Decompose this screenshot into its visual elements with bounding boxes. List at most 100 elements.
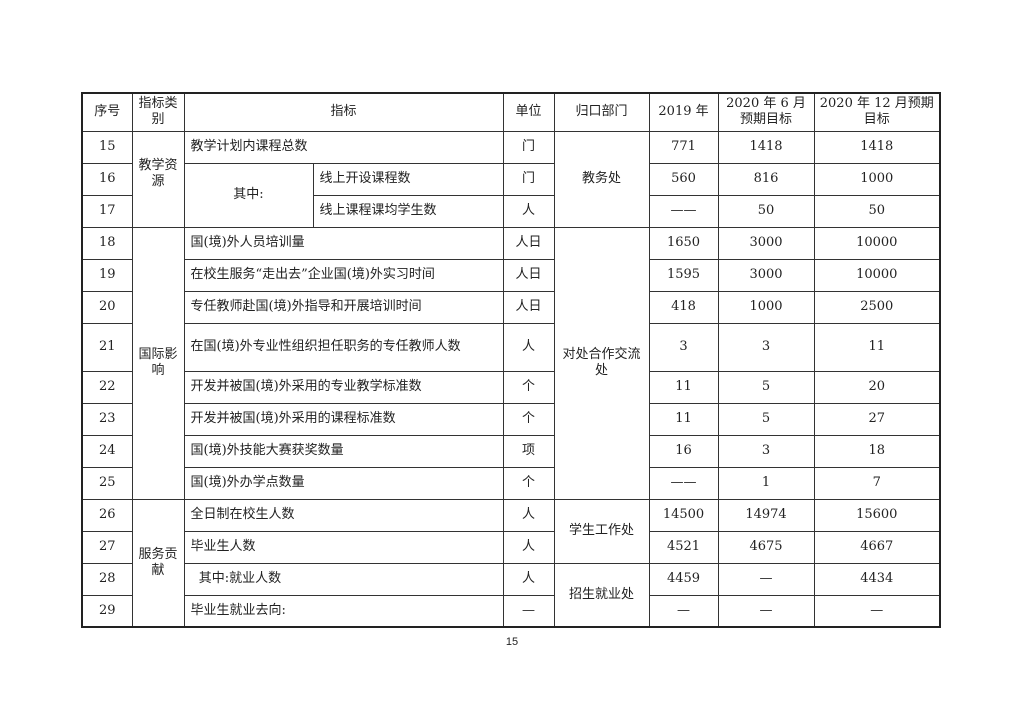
value-jun2020: 816 xyxy=(717,162,815,196)
header-category: 指标类别 xyxy=(131,92,185,132)
value-2019: 771 xyxy=(648,130,719,164)
value-2019: —— xyxy=(648,194,719,228)
table-row: 22 开发并被国(境)外采用的专业教学标准数个 11 5 20 xyxy=(81,370,941,404)
indicator-name: 专任教师赴国(境)外指导和开展培训时间 xyxy=(183,290,504,324)
indicator-name: 其中:就业人数 xyxy=(183,562,504,596)
value-dec2020: 50 xyxy=(813,194,941,228)
unit-cell: 个 xyxy=(502,402,555,436)
header-unit: 单位 xyxy=(502,92,555,132)
header-indicator: 指标 xyxy=(183,92,504,132)
value-2019: 1650 xyxy=(648,226,719,260)
value-jun2020: 4675 xyxy=(717,530,815,564)
category-cell: 服务贡献 xyxy=(131,498,185,628)
table-row: 26 服务贡献 全日制在校生人数人学生工作处 14500 14974 15600 xyxy=(81,498,941,628)
value-dec2020: 20 xyxy=(813,370,941,404)
category-cell: 教学资源 xyxy=(131,130,185,228)
header-jun2020: 2020 年 6 月预期目标 xyxy=(717,92,815,132)
value-jun2020: 3 xyxy=(717,434,815,468)
value-jun2020: 5 xyxy=(717,370,815,404)
row-number: 28 xyxy=(81,562,133,596)
row-number: 22 xyxy=(81,370,133,404)
indicator-name: 国(境)外人员培训量 xyxy=(183,226,504,260)
value-2019: 11 xyxy=(648,370,719,404)
value-2019: 11 xyxy=(648,402,719,436)
header-2019: 2019 年 xyxy=(648,92,719,132)
unit-cell: 项 xyxy=(502,434,555,468)
table-header: 序号 指标类别 指标 单位 归口部门 2019 年 2020 年 6 月预期目标… xyxy=(81,92,941,132)
table-row: 25 国(境)外办学点数量个 —— 1 7 xyxy=(81,466,941,500)
value-dec2020: 10000 xyxy=(813,258,941,292)
value-dec2020: 4434 xyxy=(813,562,941,596)
row-number: 27 xyxy=(81,530,133,564)
dept-cell: 招生就业处 xyxy=(553,562,650,628)
indicator-table: 序号 指标类别 指标 单位 归口部门 2019 年 2020 年 6 月预期目标… xyxy=(81,92,942,628)
value-dec2020: 2500 xyxy=(813,290,941,324)
category-cell: 国际影响 xyxy=(131,226,185,500)
dept-cell: 对处合作交流处 xyxy=(553,226,650,500)
value-dec2020: 15600 xyxy=(813,498,941,532)
row-number: 25 xyxy=(81,466,133,500)
value-2019: 560 xyxy=(648,162,719,196)
indicator-name: 毕业生人数 xyxy=(183,530,504,564)
value-jun2020: 3 xyxy=(717,322,815,372)
indicator-name: 国(境)外技能大赛获奖数量 xyxy=(183,434,504,468)
value-2019: 1595 xyxy=(648,258,719,292)
value-2019: 4521 xyxy=(648,530,719,564)
row-number: 24 xyxy=(81,434,133,468)
row-number: 15 xyxy=(81,130,133,164)
indicator-name: 教学计划内课程总数 xyxy=(183,130,504,164)
value-2019: —— xyxy=(648,466,719,500)
value-jun2020: — xyxy=(717,594,815,628)
row-number: 19 xyxy=(81,258,133,292)
unit-cell: 人 xyxy=(502,530,555,564)
row-number: 16 xyxy=(81,162,133,196)
unit-cell: 人日 xyxy=(502,258,555,292)
header-no: 序号 xyxy=(81,92,133,132)
value-jun2020: — xyxy=(717,562,815,596)
unit-cell: 门 xyxy=(502,162,555,196)
page-number: 15 xyxy=(505,636,519,648)
indicator-name: 全日制在校生人数 xyxy=(183,498,504,532)
table-row: 17 线上课程课均学生数人 —— 50 50 xyxy=(81,194,941,228)
value-jun2020: 1418 xyxy=(717,130,815,164)
indicator-name: 在校生服务“走出去”企业国(境)外实习时间 xyxy=(183,258,504,292)
unit-cell: 人日 xyxy=(502,290,555,324)
value-dec2020: 11 xyxy=(813,322,941,372)
value-2019: 4459 xyxy=(648,562,719,596)
value-jun2020: 3000 xyxy=(717,226,815,260)
value-jun2020: 3000 xyxy=(717,258,815,292)
table-row: 19 在校生服务“走出去”企业国(境)外实习时间 人日 1595 3000 10000 xyxy=(81,258,941,292)
dept-cell: 教务处 xyxy=(553,130,650,228)
row-number: 26 xyxy=(81,498,133,532)
unit-cell: 人 xyxy=(502,498,555,532)
value-dec2020: — xyxy=(813,594,941,628)
value-2019: 14500 xyxy=(648,498,719,532)
indicator-name: 在国(境)外专业性组织担任职务的专任教师人数 xyxy=(183,322,504,372)
row-number: 17 xyxy=(81,194,133,228)
row-number: 29 xyxy=(81,594,133,628)
table-row: 16 其中: 线上开设课程数门 560 816 1000 xyxy=(81,162,941,228)
table-row: 24 国(境)外技能大赛获奖数量项 16 3 18 xyxy=(81,434,941,468)
unit-cell: 人日 xyxy=(502,226,555,260)
header-dept: 归口部门 xyxy=(553,92,650,132)
value-dec2020: 1418 xyxy=(813,130,941,164)
value-dec2020: 10000 xyxy=(813,226,941,260)
value-jun2020: 5 xyxy=(717,402,815,436)
value-dec2020: 27 xyxy=(813,402,941,436)
indicator-name: 开发并被国(境)外采用的专业教学标准数 xyxy=(183,370,504,404)
indicator-name: 线上开设课程数 xyxy=(312,162,504,196)
value-jun2020: 1 xyxy=(717,466,815,500)
table-row: 23 开发并被国(境)外采用的课程标准数个 11 5 27 xyxy=(81,402,941,436)
indicator-name: 毕业生就业去向: xyxy=(183,594,504,628)
unit-cell: 个 xyxy=(502,370,555,404)
indicator-name: 国(境)外办学点数量 xyxy=(183,466,504,500)
table-row: 27 毕业生人数人 4521 4675 4667 xyxy=(81,530,941,564)
dept-cell: 学生工作处 xyxy=(553,498,650,564)
unit-cell: 门 xyxy=(502,130,555,164)
table-row: 21 在国(境)外专业性组织担任职务的专任教师人数人 3 3 11 xyxy=(81,322,941,372)
indicator-name: 线上课程课均学生数 xyxy=(312,194,504,228)
row-number: 21 xyxy=(81,322,133,372)
unit-cell: — xyxy=(502,594,555,628)
value-dec2020: 4667 xyxy=(813,530,941,564)
